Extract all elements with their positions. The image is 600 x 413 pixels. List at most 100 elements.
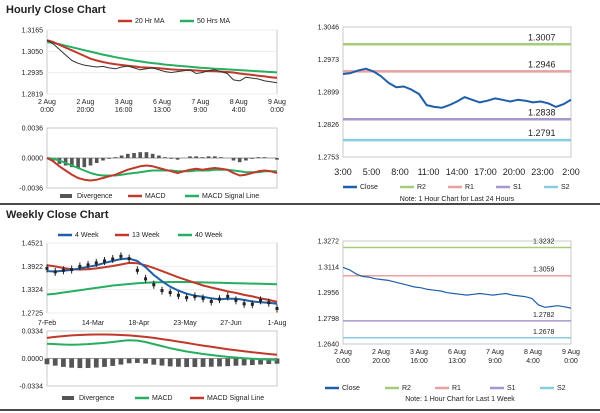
weekly-macd-ytick: -0.0334 — [19, 384, 43, 391]
weekly-candle-body — [152, 283, 156, 287]
hourly-divergence-bar — [82, 158, 87, 168]
weekly-divergence-bar — [69, 358, 75, 368]
weekly-candle-body — [45, 266, 49, 270]
weekly-pivot-legend-s1: S1 — [507, 385, 516, 392]
weekly-candle-body — [53, 270, 57, 274]
hourly-divergence-bar — [138, 152, 143, 158]
hourly-divergence-bar — [206, 156, 211, 158]
weekly-divergence-bar — [102, 358, 107, 367]
weekly-divergence-bar — [93, 358, 99, 368]
weekly-candle-body — [144, 277, 148, 281]
weekly-13w-line — [46, 261, 278, 303]
weekly-main-ytick: 1.3324 — [22, 287, 44, 294]
weekly-main-ytick: 1.2725 — [22, 311, 44, 318]
hourly-pivot-r1-label: 1.2946 — [528, 59, 556, 69]
section-divider — [0, 203, 600, 205]
hourly-divergence-bar — [163, 157, 167, 158]
weekly-divergence-bar — [208, 358, 214, 367]
hourly-pivot-xtick: 23:00 — [531, 167, 554, 177]
weekly-main-xtick: 14-Mar — [82, 320, 105, 327]
hourly-pivot-ytick: 1.2753 — [318, 155, 340, 162]
weekly-4w-line — [46, 257, 278, 305]
hourly-divergence-bar — [237, 158, 242, 163]
hourly-pivot-legend-s2: S2 — [561, 184, 570, 191]
weekly-pivot-xtick: 6 Aug — [448, 349, 466, 356]
hourly-close-line — [46, 39, 278, 84]
weekly-divergence-bar — [85, 358, 91, 368]
hourly-legend-divergence-swatch — [60, 194, 72, 198]
hourly-divergence-bar — [250, 158, 254, 159]
hourly-main-ytick: 1.2819 — [22, 92, 44, 99]
weekly-candle-body — [259, 298, 263, 302]
hourly-divergence-bar — [70, 158, 74, 168]
hourly-pivot-xtick: 20:00 — [503, 167, 526, 177]
weekly-pivot-xtick: 4:00 — [526, 358, 540, 365]
weekly-candle-body — [78, 264, 82, 268]
hourly-main-xtick: 4:00 — [232, 107, 246, 114]
weekly-pivot-xtick: 2 Aug — [334, 349, 352, 356]
weekly-divergence-bar — [176, 358, 181, 367]
hourly-main-xtick: 0:00 — [270, 107, 284, 114]
hourly-pivot-s1-label: 1.2838 — [528, 107, 556, 117]
weekly-candle-body — [70, 268, 74, 272]
weekly-pivot-note: Note: 1 Hour Chart for Last 1 Week — [405, 396, 515, 403]
hourly-pivot-r2-label: 1.3007 — [528, 32, 556, 42]
hourly-divergence-bar — [188, 156, 192, 158]
weekly-divergence-bar — [134, 358, 140, 363]
weekly-pivot-r1-label: 1.3059 — [533, 267, 555, 274]
weekly-main-xtick: 18-Apr — [128, 320, 150, 327]
weekly-pivot-ytick: 1.2956 — [318, 290, 340, 297]
weekly-candle-body — [119, 254, 123, 258]
hourly-divergence-bar — [169, 158, 174, 159]
hourly-divergence-bar — [150, 153, 155, 158]
hourly-macd-signal-line — [46, 157, 277, 177]
weekly-candle-body — [209, 300, 213, 304]
hourly-pivot-frame — [342, 26, 572, 158]
hourly-main-xtick: 9:00 — [194, 107, 208, 114]
hourly-pivot-note: Note: 1 Hour Chart for Last 24 Hours — [400, 196, 515, 203]
hourly-divergence-bar — [132, 153, 136, 158]
weekly-divergence-bar — [192, 358, 198, 367]
weekly-candle-body — [168, 291, 172, 295]
hourly-main-xtick: 2 Aug — [76, 99, 94, 106]
hourly-divergence-bar — [101, 158, 105, 161]
hourly-main-xtick: 3 Aug — [115, 99, 133, 106]
weekly-divergence-bar — [241, 358, 247, 366]
hourly-legend-20ma: 20 Hr MA — [135, 18, 165, 25]
weekly-pivot-xtick: 13:00 — [448, 358, 466, 365]
weekly-candle-body — [111, 257, 115, 261]
weekly-pivot-legend-r1: R1 — [452, 385, 461, 392]
weekly-pivot-xtick: 9 Aug — [562, 349, 580, 356]
hourly-main-xtick: 7 Aug — [191, 99, 209, 106]
weekly-candle-body — [242, 302, 246, 306]
weekly-main-xtick: 7-Feb — [38, 320, 56, 327]
weekly-divergence-bar — [44, 358, 50, 365]
weekly-candle-body — [103, 259, 106, 263]
weekly-pivot-r2-label: 1.3232 — [533, 239, 555, 246]
weekly-pivot-xtick: 20:00 — [372, 358, 390, 365]
hourly-macd-ytick: 0.0036 — [22, 126, 44, 133]
weekly-legend-4w: 4 Week — [75, 232, 99, 239]
hourly-divergence-bar — [231, 158, 236, 161]
weekly-pivot-s1-label: 1.2782 — [533, 312, 555, 319]
bottom-divider — [0, 409, 600, 411]
hourly-legend-signal: MACD Signal Line — [202, 193, 259, 200]
weekly-divergence-bar — [184, 358, 190, 368]
weekly-divergence-bar — [274, 358, 280, 364]
hourly-divergence-bar — [119, 155, 124, 158]
weekly-pivot-ytick: 1.2640 — [318, 342, 340, 349]
weekly-pivot-xtick: 3 Aug — [410, 349, 428, 356]
weekly-candle-body — [127, 257, 131, 261]
hourly-pivot-xtick: 2:00 — [562, 167, 580, 177]
hourly-main-xtick: 2 Aug — [38, 99, 56, 106]
hourly-macd-line — [46, 157, 278, 182]
hourly-divergence-bar — [275, 158, 279, 160]
hourly-legend-macd: MACD — [145, 193, 166, 200]
weekly-candle-body — [185, 296, 189, 300]
hourly-pivot-xtick: 5:00 — [363, 167, 381, 177]
weekly-candle-body — [61, 268, 65, 272]
weekly-divergence-bar — [233, 358, 239, 366]
weekly-main-xtick: 1-Aug — [268, 320, 287, 327]
hourly-main-ytick: 1.2935 — [22, 70, 44, 77]
